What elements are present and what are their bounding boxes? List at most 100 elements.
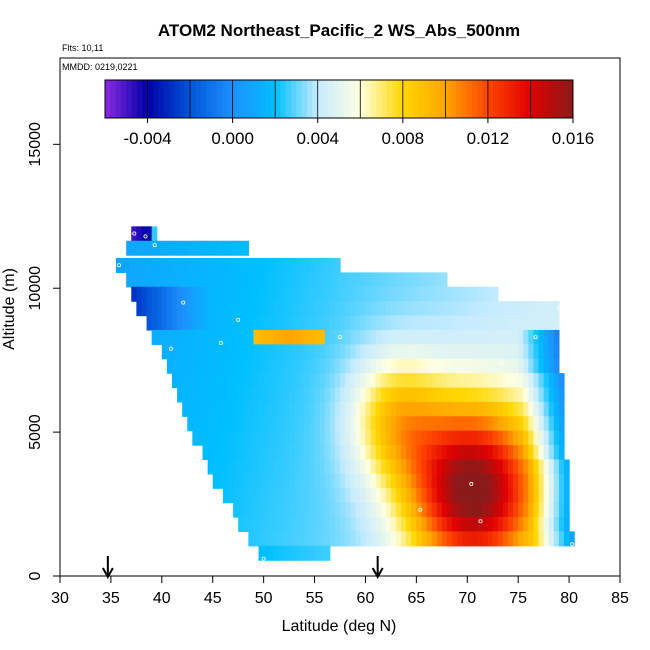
heatmap-cell — [314, 286, 321, 302]
heatmap-cell — [497, 445, 504, 461]
heatmap-cell — [304, 401, 311, 417]
heatmap-cell — [319, 358, 326, 374]
heatmap-cell — [513, 401, 519, 417]
heatmap-cell — [406, 430, 412, 446]
heatmap-cell — [228, 430, 234, 446]
colorbar-tick-label: 0.008 — [382, 129, 425, 148]
heatmap-cell — [365, 344, 372, 360]
heatmap-cell — [487, 502, 494, 518]
heatmap-cell — [248, 329, 255, 345]
heatmap-cell — [238, 301, 244, 317]
heatmap-cell — [329, 315, 336, 331]
heatmap-cell — [161, 329, 168, 345]
heatmap-cell — [457, 329, 463, 345]
heatmap-cell — [233, 430, 239, 446]
heatmap-cell — [299, 531, 305, 547]
heatmap-cell — [187, 358, 193, 374]
heatmap-cell — [248, 272, 255, 288]
heatmap-cell — [278, 545, 285, 561]
heatmap-cell — [248, 258, 255, 273]
heatmap-cell — [243, 416, 249, 432]
heatmap-cell — [319, 488, 326, 504]
colorbar-segment — [541, 80, 547, 118]
heatmap-cell — [187, 344, 193, 360]
heatmap-cell — [396, 329, 402, 345]
heatmap-cell — [233, 240, 239, 256]
heatmap-cell — [238, 459, 244, 475]
heatmap-cell — [294, 430, 300, 446]
heatmap-cell — [375, 373, 382, 389]
heatmap-cell — [472, 373, 479, 389]
heatmap-cell — [197, 301, 204, 317]
heatmap-cell — [472, 517, 479, 532]
colorbar-segment — [429, 80, 436, 118]
heatmap-cell — [497, 301, 504, 317]
heatmap-cell — [309, 329, 316, 345]
heatmap-cell — [299, 401, 305, 417]
heatmap-cell — [416, 488, 423, 504]
heatmap-cell — [207, 286, 214, 302]
heatmap-cell — [177, 315, 183, 331]
heatmap-cell — [518, 416, 524, 432]
heatmap-cell — [304, 545, 311, 561]
heatmap-cell — [222, 416, 229, 432]
heatmap-cell — [304, 459, 311, 475]
heatmap-cell — [548, 502, 555, 518]
heatmap-cell — [467, 315, 473, 331]
colorbar-segment — [535, 80, 542, 118]
heatmap-cell — [441, 301, 448, 317]
heatmap-cell — [487, 401, 494, 417]
heatmap-cell — [197, 401, 204, 417]
heatmap-cell — [553, 459, 560, 475]
heatmap-cell — [340, 387, 346, 403]
colorbar-segment — [392, 80, 398, 118]
heatmap-cell — [365, 387, 372, 403]
heatmap-cell — [472, 531, 479, 547]
heatmap-cell — [289, 430, 295, 446]
heatmap-cell — [365, 473, 372, 489]
heatmap-cell — [309, 517, 316, 532]
heatmap-cell — [324, 517, 331, 532]
heatmap-cell — [396, 416, 402, 432]
heatmap-cell — [446, 502, 453, 518]
heatmap-cell — [319, 272, 326, 288]
heatmap-cell — [228, 315, 234, 331]
heatmap-cell — [523, 502, 529, 518]
heatmap-cell — [421, 445, 428, 461]
heatmap-cell — [166, 329, 173, 345]
heatmap-cell — [452, 488, 458, 504]
heatmap-cell — [487, 329, 494, 345]
heatmap-cell — [248, 430, 255, 446]
colorbar-segment — [179, 80, 186, 118]
heatmap-cell — [355, 531, 361, 547]
heatmap-cell — [263, 272, 270, 288]
heatmap-cell — [457, 373, 463, 389]
heatmap-cell — [202, 358, 209, 374]
heatmap-cell — [222, 240, 229, 256]
heatmap-cell — [564, 473, 570, 489]
colorbar-frame — [104, 79, 574, 119]
heatmap-cell — [309, 488, 316, 504]
heatmap-cell — [156, 258, 163, 273]
heatmap-cell — [472, 286, 479, 302]
heatmap-cell — [177, 387, 183, 403]
heatmap-cell — [197, 416, 204, 432]
heatmap-cell — [457, 473, 463, 489]
x-tick-label: 85 — [611, 590, 629, 607]
heatmap-cell — [436, 286, 443, 302]
heatmap-cell — [294, 445, 300, 461]
colorbar-segment — [110, 80, 117, 118]
heatmap-cell — [467, 401, 473, 417]
heatmap-cell — [558, 517, 565, 532]
heatmap-cell — [172, 358, 178, 374]
heatmap-cell — [329, 401, 336, 417]
heatmap-cell — [396, 286, 402, 302]
heatmap-cell — [233, 258, 239, 273]
heatmap-cell — [294, 315, 300, 331]
heatmap-cell — [289, 488, 295, 504]
heatmap-cell — [528, 387, 535, 403]
heatmap-cell — [487, 315, 494, 331]
heatmap-cell — [477, 502, 484, 518]
heatmap-cell — [370, 373, 377, 389]
heatmap-cell — [340, 416, 346, 432]
